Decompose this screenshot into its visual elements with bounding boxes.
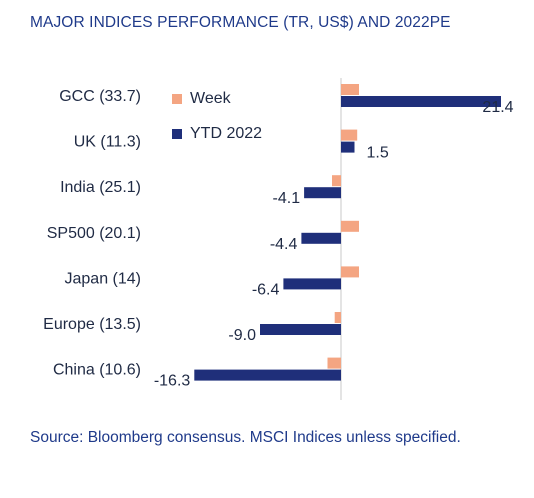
bar-week: [341, 266, 359, 278]
data-label-ytd: -9.0: [228, 327, 256, 344]
category-label: UK (11.3): [74, 134, 141, 151]
bar-ytd: [341, 96, 501, 107]
chart-title: MAJOR INDICES PERFORMANCE (TR, US$) AND …: [30, 14, 451, 31]
bar-week: [341, 220, 359, 232]
data-label-ytd: -4.4: [270, 236, 298, 253]
data-label-ytd: 21.4: [482, 99, 513, 116]
category-label: China (10.6): [53, 362, 141, 379]
category-label: India (25.1): [60, 179, 141, 196]
bar-ytd: [304, 187, 341, 199]
category-label: Europe (13.5): [43, 316, 141, 333]
source-note: Source: Bloomberg consensus. MSCI Indice…: [30, 429, 461, 446]
legend-item-ytd: YTD 2022: [172, 125, 262, 143]
bar-week: [341, 84, 359, 95]
bar-ytd: [301, 232, 341, 244]
bar-ytd: [283, 278, 341, 290]
bar-ytd: [260, 324, 341, 335]
data-label-ytd: -4.1: [273, 190, 301, 207]
data-label-ytd: -16.3: [154, 373, 191, 390]
legend-swatch-week: [172, 94, 182, 104]
category-label: SP500 (20.1): [47, 225, 141, 242]
legend-label-week: Week: [190, 90, 231, 107]
legend-swatch-ytd: [172, 129, 182, 139]
legend-item-week: Week: [172, 90, 231, 108]
bar-ytd: [341, 141, 355, 153]
category-label: Japan (14): [65, 270, 142, 287]
bar-week: [327, 357, 341, 369]
data-label-ytd: -6.4: [252, 281, 280, 298]
legend-label-ytd: YTD 2022: [190, 125, 263, 142]
category-label: GCC (33.7): [59, 88, 141, 105]
bar-week: [341, 129, 358, 141]
data-label-ytd: 1.5: [367, 145, 389, 162]
bar-week: [332, 175, 341, 187]
bar-week: [334, 312, 341, 323]
bar-ytd: [194, 369, 341, 381]
